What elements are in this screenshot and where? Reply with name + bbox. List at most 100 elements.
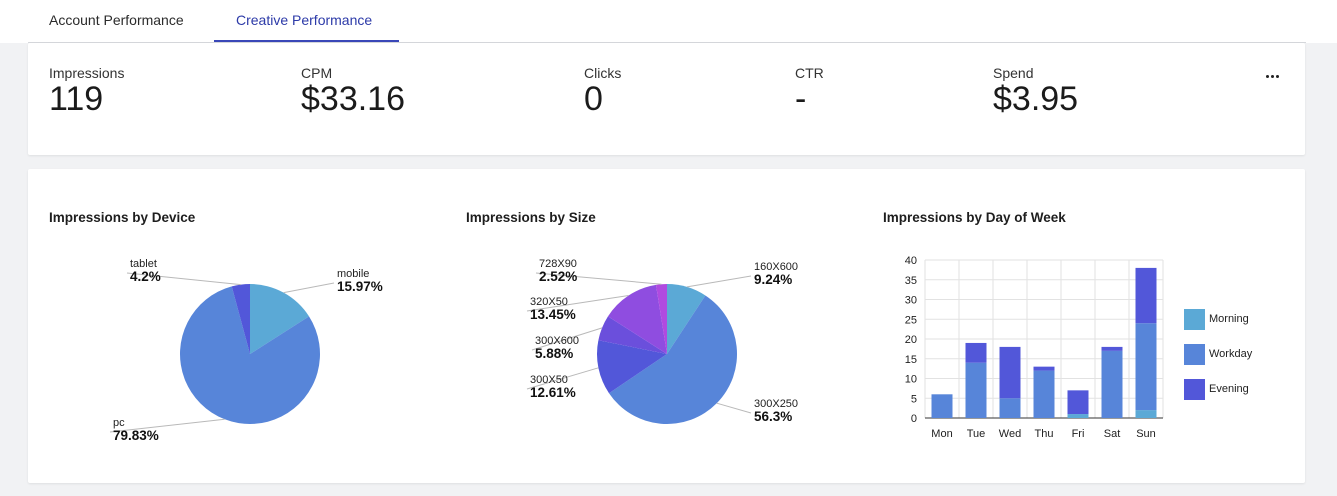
legend-swatch [1184,379,1205,400]
bar-sun-workday[interactable] [1135,323,1157,411]
x-tick-label: Mon [931,428,952,440]
pie-slice-label: 300X250 [754,398,798,410]
pie-slice-percent: 15.97% [337,279,383,294]
pie-leader-line [283,282,335,294]
y-tick-label: 30 [905,295,917,307]
bar-fri-evening[interactable] [1067,390,1089,415]
kpi-label: CTR [795,65,824,81]
kpi-ctr: CTR - [795,65,824,117]
bar-mon-workday[interactable] [931,394,953,418]
pie-slice-percent: 5.88% [535,346,573,361]
kpi-clicks: Clicks 0 [584,65,621,117]
tab-bar-divider [28,42,1306,43]
bar-sat-workday[interactable] [1101,350,1123,418]
y-tick-label: 0 [911,413,917,425]
kpi-value: $33.16 [301,80,405,118]
pie-slice-pc[interactable] [179,286,320,424]
pie-leader-line [535,272,662,285]
day-bar-chart: 0 5 10 15 20 25 30 35 40 Mon Tue Wed Thu Fri Sat Sun [905,255,1164,440]
kpi-value: 0 [584,80,603,118]
bar-wed-evening[interactable] [999,346,1021,399]
pie-slice-percent: 13.45% [530,307,576,322]
pie-leader-line [686,275,752,288]
pie-slice-label: 160X600 [754,261,798,273]
kpi-label: Clicks [584,65,622,81]
kpi-label: Spend [993,65,1034,81]
pie-slice-label: tablet [130,258,157,270]
tab-creative-performance[interactable]: Creative Performance [236,12,373,28]
pie-slice-percent: 79.83% [113,428,159,443]
kpi-cpm: CPM $33.16 [301,65,405,117]
device-chart-title: Impressions by Device [49,210,196,225]
pie-slice-label: 300X50 [530,374,568,386]
active-tab-indicator [214,40,399,42]
pie-slice-320x50[interactable] [607,284,667,354]
bar-sat-evening[interactable] [1101,346,1123,351]
pie-slice-tablet[interactable] [231,284,250,354]
legend-swatch [1184,309,1205,330]
bar-tue-workday[interactable] [965,362,987,418]
y-tick-label: 5 [911,393,917,405]
pie-slice-percent: 12.61% [530,385,576,400]
pie-slice-label: 728X90 [539,258,577,270]
kpi-spend: Spend $3.95 [993,65,1078,117]
legend-label: Workday [1209,348,1253,360]
pie-leader-line [531,327,603,351]
pie-slice-160x600[interactable] [667,284,706,354]
tab-bar: Account Performance Creative Performance [0,0,1337,43]
x-tick-label: Thu [1035,428,1054,440]
y-tick-label: 35 [905,275,917,287]
pie-leader-line [109,418,225,433]
x-tick-label: Tue [967,428,986,440]
kpi-impressions: Impressions 119 [49,65,124,117]
pie-slice-percent: 9.24% [754,272,792,287]
bar-wed-workday[interactable] [999,398,1021,418]
pie-slice-300x600[interactable] [598,316,667,354]
legend-swatch [1184,344,1205,365]
x-tick-label: Fri [1072,428,1085,440]
more-horizontal-icon[interactable] [1264,67,1282,83]
pie-leader-line [126,272,241,286]
bar-thu-evening[interactable] [1033,366,1055,371]
y-tick-label: 20 [905,334,917,346]
y-tick-label: 25 [905,314,917,326]
pie-slice-label: 300X600 [535,335,579,347]
pie-slice-mobile[interactable] [250,284,310,354]
pie-slice-300x250[interactable] [609,295,738,425]
bar-sun-evening[interactable] [1135,267,1157,324]
pie-slice-percent: 2.52% [539,269,577,284]
pie-slice-label: pc [113,417,125,429]
pie-slice-300x50[interactable] [597,340,667,394]
x-tick-label: Sun [1136,428,1156,440]
kpi-label: CPM [301,65,333,81]
y-tick-label: 15 [905,354,917,366]
pie-leader-line [526,367,599,390]
pie-slice-label: 320X50 [530,296,568,308]
bar-sun-morning[interactable] [1135,410,1157,418]
bar-tue-evening[interactable] [965,342,987,363]
pie-leader-line [526,295,629,312]
legend-label: Evening [1209,383,1249,395]
bar-fri-morning[interactable] [1067,414,1089,418]
day-chart-title: Impressions by Day of Week [883,210,1066,225]
kpi-value: - [795,80,807,118]
pie-leader-line [716,402,752,414]
kpi-value: $3.95 [993,80,1079,118]
bar-thu-workday[interactable] [1033,370,1055,418]
pie-slice-percent: 56.3% [754,409,792,424]
kpi-value: 119 [49,80,104,118]
kpi-card: Impressions 119 CPM $33.16 Clicks 0 CTR … [28,43,1305,155]
legend-label: Morning [1209,313,1249,325]
pie-slice-label: mobile [337,268,369,280]
y-tick-label: 40 [905,255,917,267]
y-tick-label: 10 [905,374,917,386]
pie-slice-728x90[interactable] [655,284,667,354]
x-tick-label: Wed [999,428,1021,440]
kpi-label: Impressions [49,65,125,81]
x-tick-label: Sat [1104,428,1121,440]
pie-slice-percent: 4.2% [130,269,161,284]
size-chart-title: Impressions by Size [466,210,596,225]
tab-account-performance[interactable]: Account Performance [49,12,184,28]
